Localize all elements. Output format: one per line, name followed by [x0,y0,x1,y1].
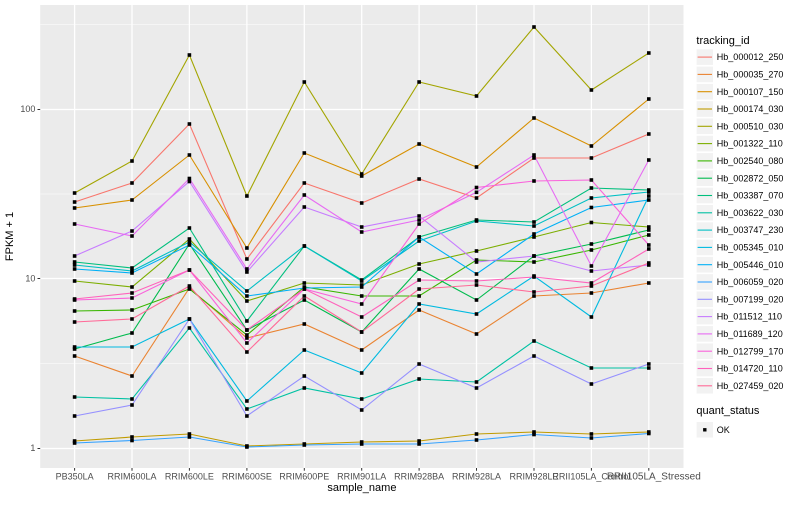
svg-text:Hb_005446_010: Hb_005446_010 [717,260,784,270]
svg-text:Hb_002872_050: Hb_002872_050 [717,173,784,183]
svg-text:FPKM + 1: FPKM + 1 [4,212,16,261]
svg-text:RRIM600PE: RRIM600PE [279,472,329,482]
svg-text:RRIM928LA: RRIM928LA [452,472,501,482]
svg-text:Hb_001322_110: Hb_001322_110 [717,139,783,149]
svg-text:Hb_003747_230: Hb_003747_230 [717,225,784,235]
svg-text:100: 100 [20,104,35,114]
svg-text:Hb_003622_030: Hb_003622_030 [717,208,784,218]
svg-text:10: 10 [25,274,35,284]
svg-text:Hb_000107_150: Hb_000107_150 [717,87,784,97]
svg-text:RRII105LA_Stressed: RRII105LA_Stressed [607,472,701,483]
svg-text:Hb_011512_110: Hb_011512_110 [717,312,782,322]
svg-text:Hb_000174_030: Hb_000174_030 [717,104,784,114]
svg-text:1: 1 [30,443,35,453]
svg-text:Hb_007199_020: Hb_007199_020 [717,294,784,304]
svg-text:Hb_011689_120: Hb_011689_120 [717,329,783,339]
svg-text:Hb_000510_030: Hb_000510_030 [717,121,784,131]
svg-text:RRIM928BA: RRIM928BA [394,472,444,482]
svg-text:Hb_003387_070: Hb_003387_070 [717,191,784,201]
svg-text:Hb_012799_170: Hb_012799_170 [717,346,784,356]
svg-text:RRIM600LE: RRIM600LE [165,472,214,482]
svg-text:RRIM600LA: RRIM600LA [107,472,156,482]
svg-text:RRII105LA_Control: RRII105LA_Control [552,472,630,482]
svg-text:RRIM928LE: RRIM928LE [509,472,558,482]
svg-text:Hb_002540_080: Hb_002540_080 [717,156,784,166]
svg-text:Hb_000035_270: Hb_000035_270 [717,70,784,80]
svg-text:Hb_027459_020: Hb_027459_020 [717,381,784,391]
svg-text:RRIM901LA: RRIM901LA [337,472,386,482]
svg-text:OK: OK [717,425,730,435]
svg-text:PB350LA: PB350LA [56,472,94,482]
svg-text:quant_status: quant_status [696,405,759,417]
svg-text:sample_name: sample_name [327,482,396,494]
svg-text:Hb_014720_110: Hb_014720_110 [717,364,783,374]
svg-text:Hb_006059_020: Hb_006059_020 [717,277,784,287]
svg-text:Hb_000012_250: Hb_000012_250 [717,52,784,62]
svg-text:tracking_id: tracking_id [696,35,749,47]
svg-text:Hb_005345_010: Hb_005345_010 [717,243,784,253]
svg-text:RRIM600SE: RRIM600SE [222,472,272,482]
